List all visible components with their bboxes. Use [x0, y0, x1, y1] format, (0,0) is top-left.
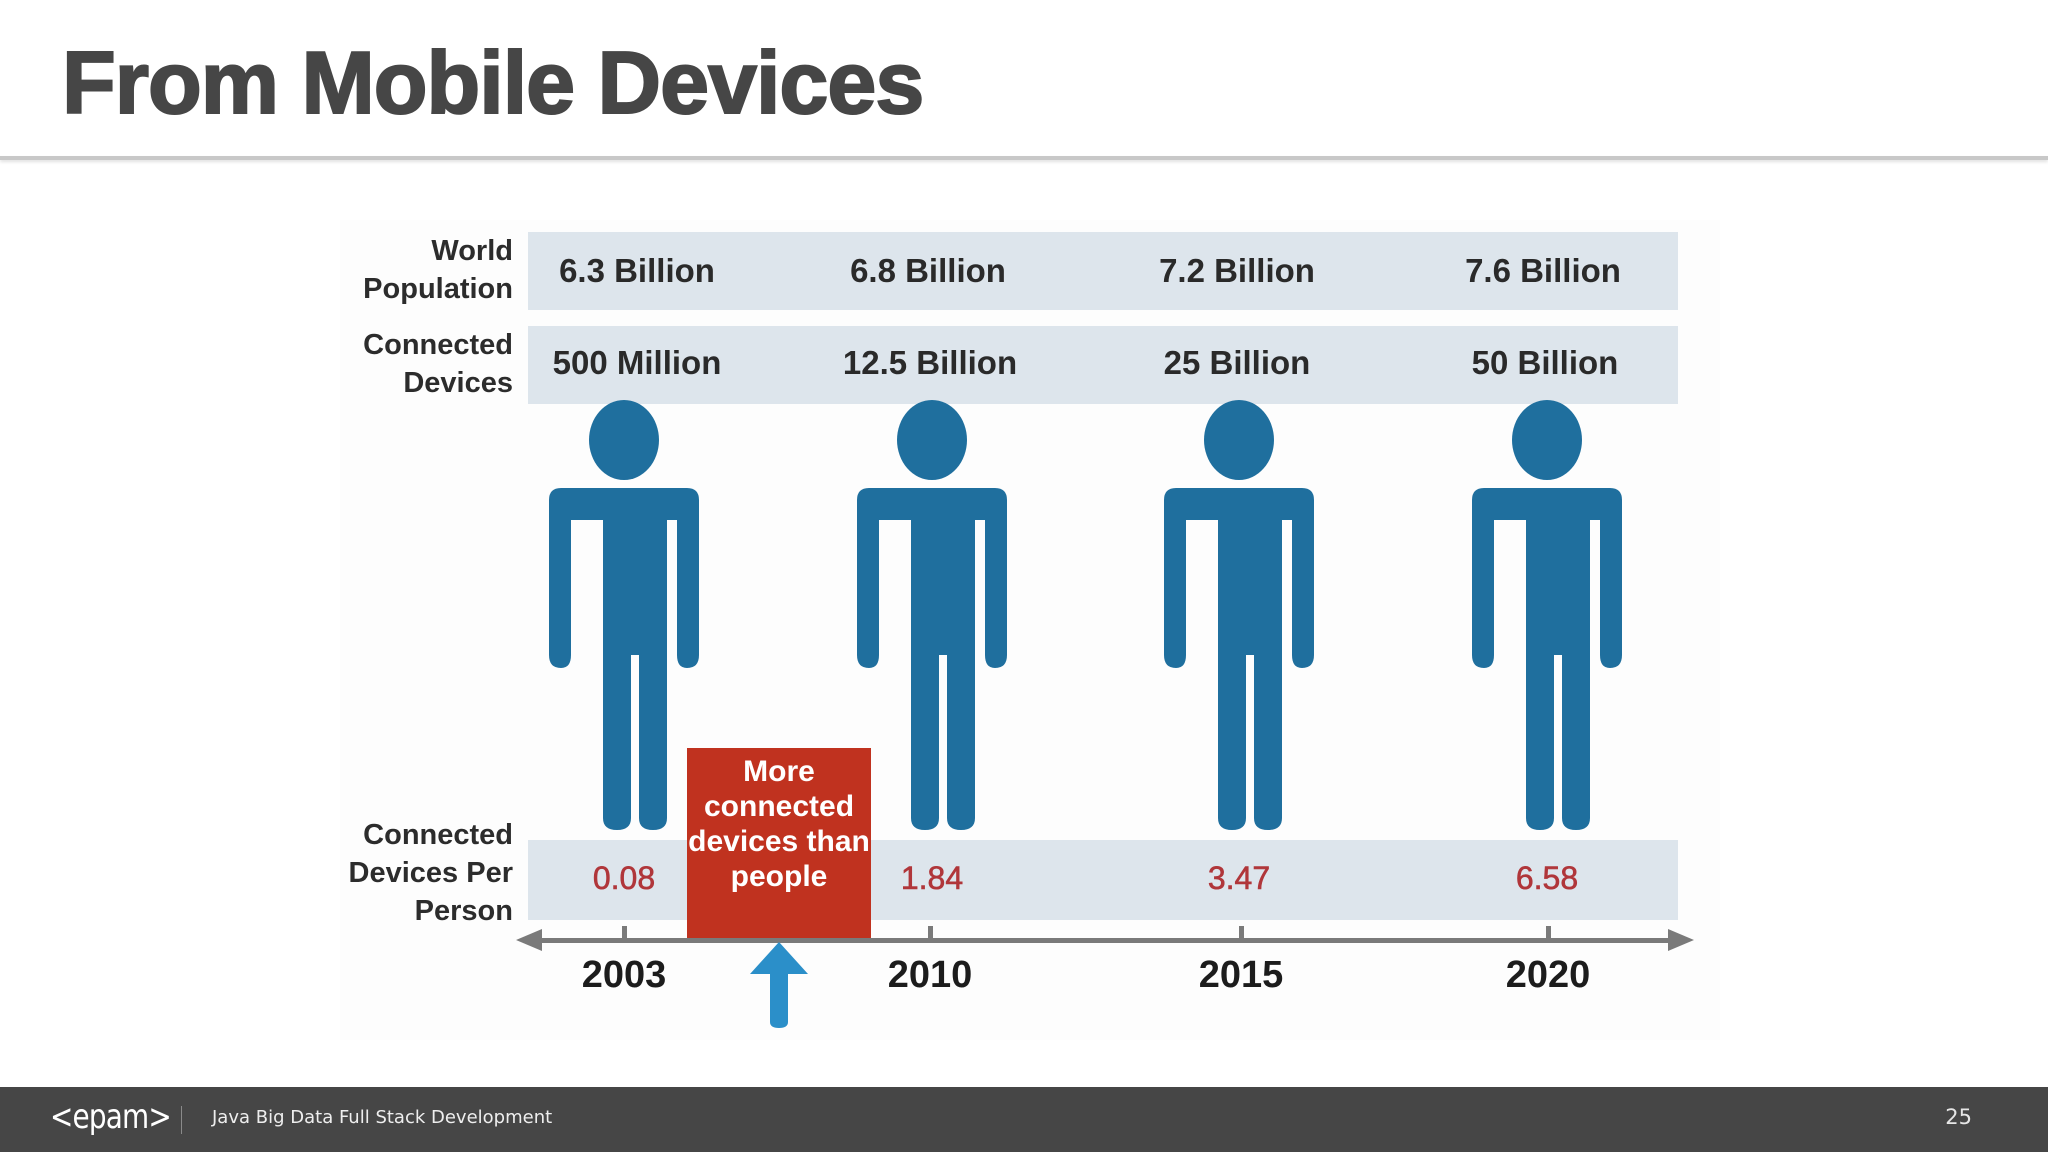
ratio-value: 6.58	[1515, 860, 1579, 897]
epam-logo: <epam>	[50, 1097, 172, 1137]
footer-divider	[181, 1106, 182, 1134]
year-label: 2010	[887, 954, 973, 996]
population-band	[528, 232, 1678, 310]
row-label-connected-devices: Connected Devices	[363, 329, 513, 399]
up-arrow-icon	[750, 942, 808, 1028]
ratio-value: 3.47	[1207, 860, 1271, 897]
year-label: 2015	[1198, 954, 1284, 996]
page-number: 25	[1945, 1105, 1972, 1129]
footer-bar: <epam> Java Big Data Full Stack Developm…	[0, 1087, 2048, 1152]
row-label-devices-per-person: Connected Devices Per Person	[348, 819, 513, 927]
devices-value: 25 Billion	[1163, 344, 1311, 381]
row-label-world-population: World Population	[363, 235, 513, 305]
devices-value: 500 Million	[552, 344, 722, 381]
ratio-value: 0.08	[592, 860, 656, 897]
devices-value: 12.5 Billion	[842, 344, 1018, 381]
devices-value: 50 Billion	[1471, 344, 1619, 381]
axis-arrow-left-icon	[516, 929, 542, 951]
year-label: 2003	[581, 954, 667, 996]
devices-band	[528, 326, 1678, 404]
axis-arrow-right-icon	[1668, 929, 1694, 951]
callout-box: More connected devices than people	[687, 748, 871, 938]
ratio-value: 1.84	[900, 860, 964, 897]
axis-tick	[1239, 926, 1244, 940]
population-value: 7.6 Billion	[1465, 252, 1621, 289]
year-label: 2020	[1505, 954, 1591, 996]
person-icon	[1164, 400, 1314, 830]
title-divider	[0, 156, 2048, 160]
axis-tick	[1546, 926, 1551, 940]
slide-title: From Mobile Devices	[61, 32, 925, 133]
person-icon	[549, 400, 699, 830]
population-value: 6.8 Billion	[850, 252, 1006, 289]
course-title: Java Big Data Full Stack Development	[212, 1107, 553, 1128]
connected-devices-infographic: World Population Connected Devices Conne…	[340, 220, 1720, 1040]
axis-tick	[928, 926, 933, 940]
person-icon	[1472, 400, 1622, 830]
timeline-axis	[540, 938, 1670, 943]
population-value: 7.2 Billion	[1159, 252, 1315, 289]
axis-tick	[622, 926, 627, 940]
population-value: 6.3 Billion	[559, 252, 715, 289]
person-icon	[857, 400, 1007, 830]
